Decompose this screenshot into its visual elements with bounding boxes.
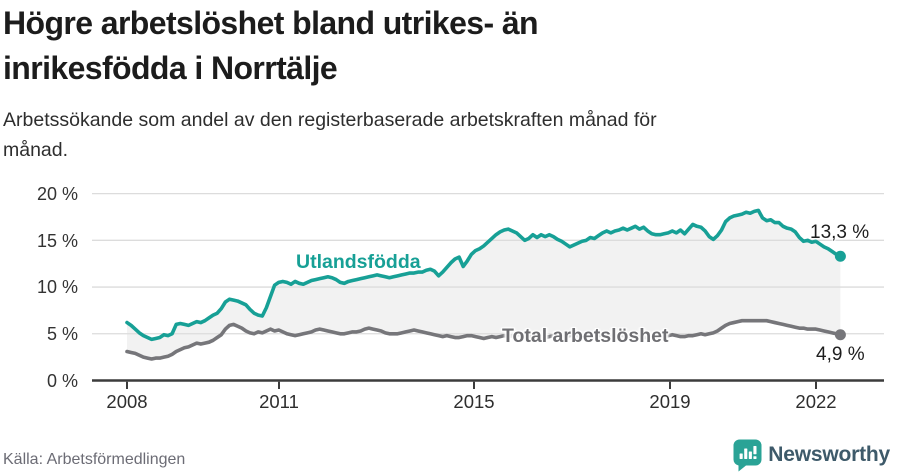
x-axis-label-2015: 2015 <box>453 391 495 412</box>
series-line-1 <box>125 318 843 361</box>
y-axis-label-15: 15 % <box>36 231 78 251</box>
y-axis-label-20: 20 % <box>36 184 78 204</box>
value-label-total-arbetsloshet: 4,9 % <box>816 344 865 365</box>
x-axis-label-2022: 2022 <box>795 391 837 412</box>
value-label-utlandsfodda: 13,3 % <box>810 222 870 243</box>
x-axis-label-2008: 2008 <box>106 391 148 412</box>
x-axis-label-2011: 2011 <box>259 391 299 412</box>
series-label-utlandsfodda: Utlandsfödda <box>296 251 421 273</box>
y-axis-label-10: 10 % <box>36 277 78 297</box>
end-dot-1 <box>834 329 846 341</box>
y-axis-label-0: 0 % <box>46 371 78 391</box>
chart-title: Högre arbetslöshet bland utrikes- än inr… <box>3 5 539 86</box>
y-axis-label-5: 5 % <box>46 324 78 344</box>
newsworthy-logo-icon <box>733 439 762 471</box>
source-text: Källa: Arbetsförmedlingen <box>3 451 186 468</box>
chart-subtitle: Arbetssökande som andel av den registerb… <box>3 109 657 161</box>
newsworthy-wordmark: Newsworthy <box>768 443 890 466</box>
series-gap-band <box>127 210 841 360</box>
x-axis-label-2019: 2019 <box>649 391 691 412</box>
series-line-0 <box>125 208 843 342</box>
end-dot-0 <box>834 250 846 262</box>
newsworthy-logo: Newsworthy <box>733 438 890 472</box>
series-label-total-arbetsloshet: Total arbetslöshet <box>502 325 669 347</box>
